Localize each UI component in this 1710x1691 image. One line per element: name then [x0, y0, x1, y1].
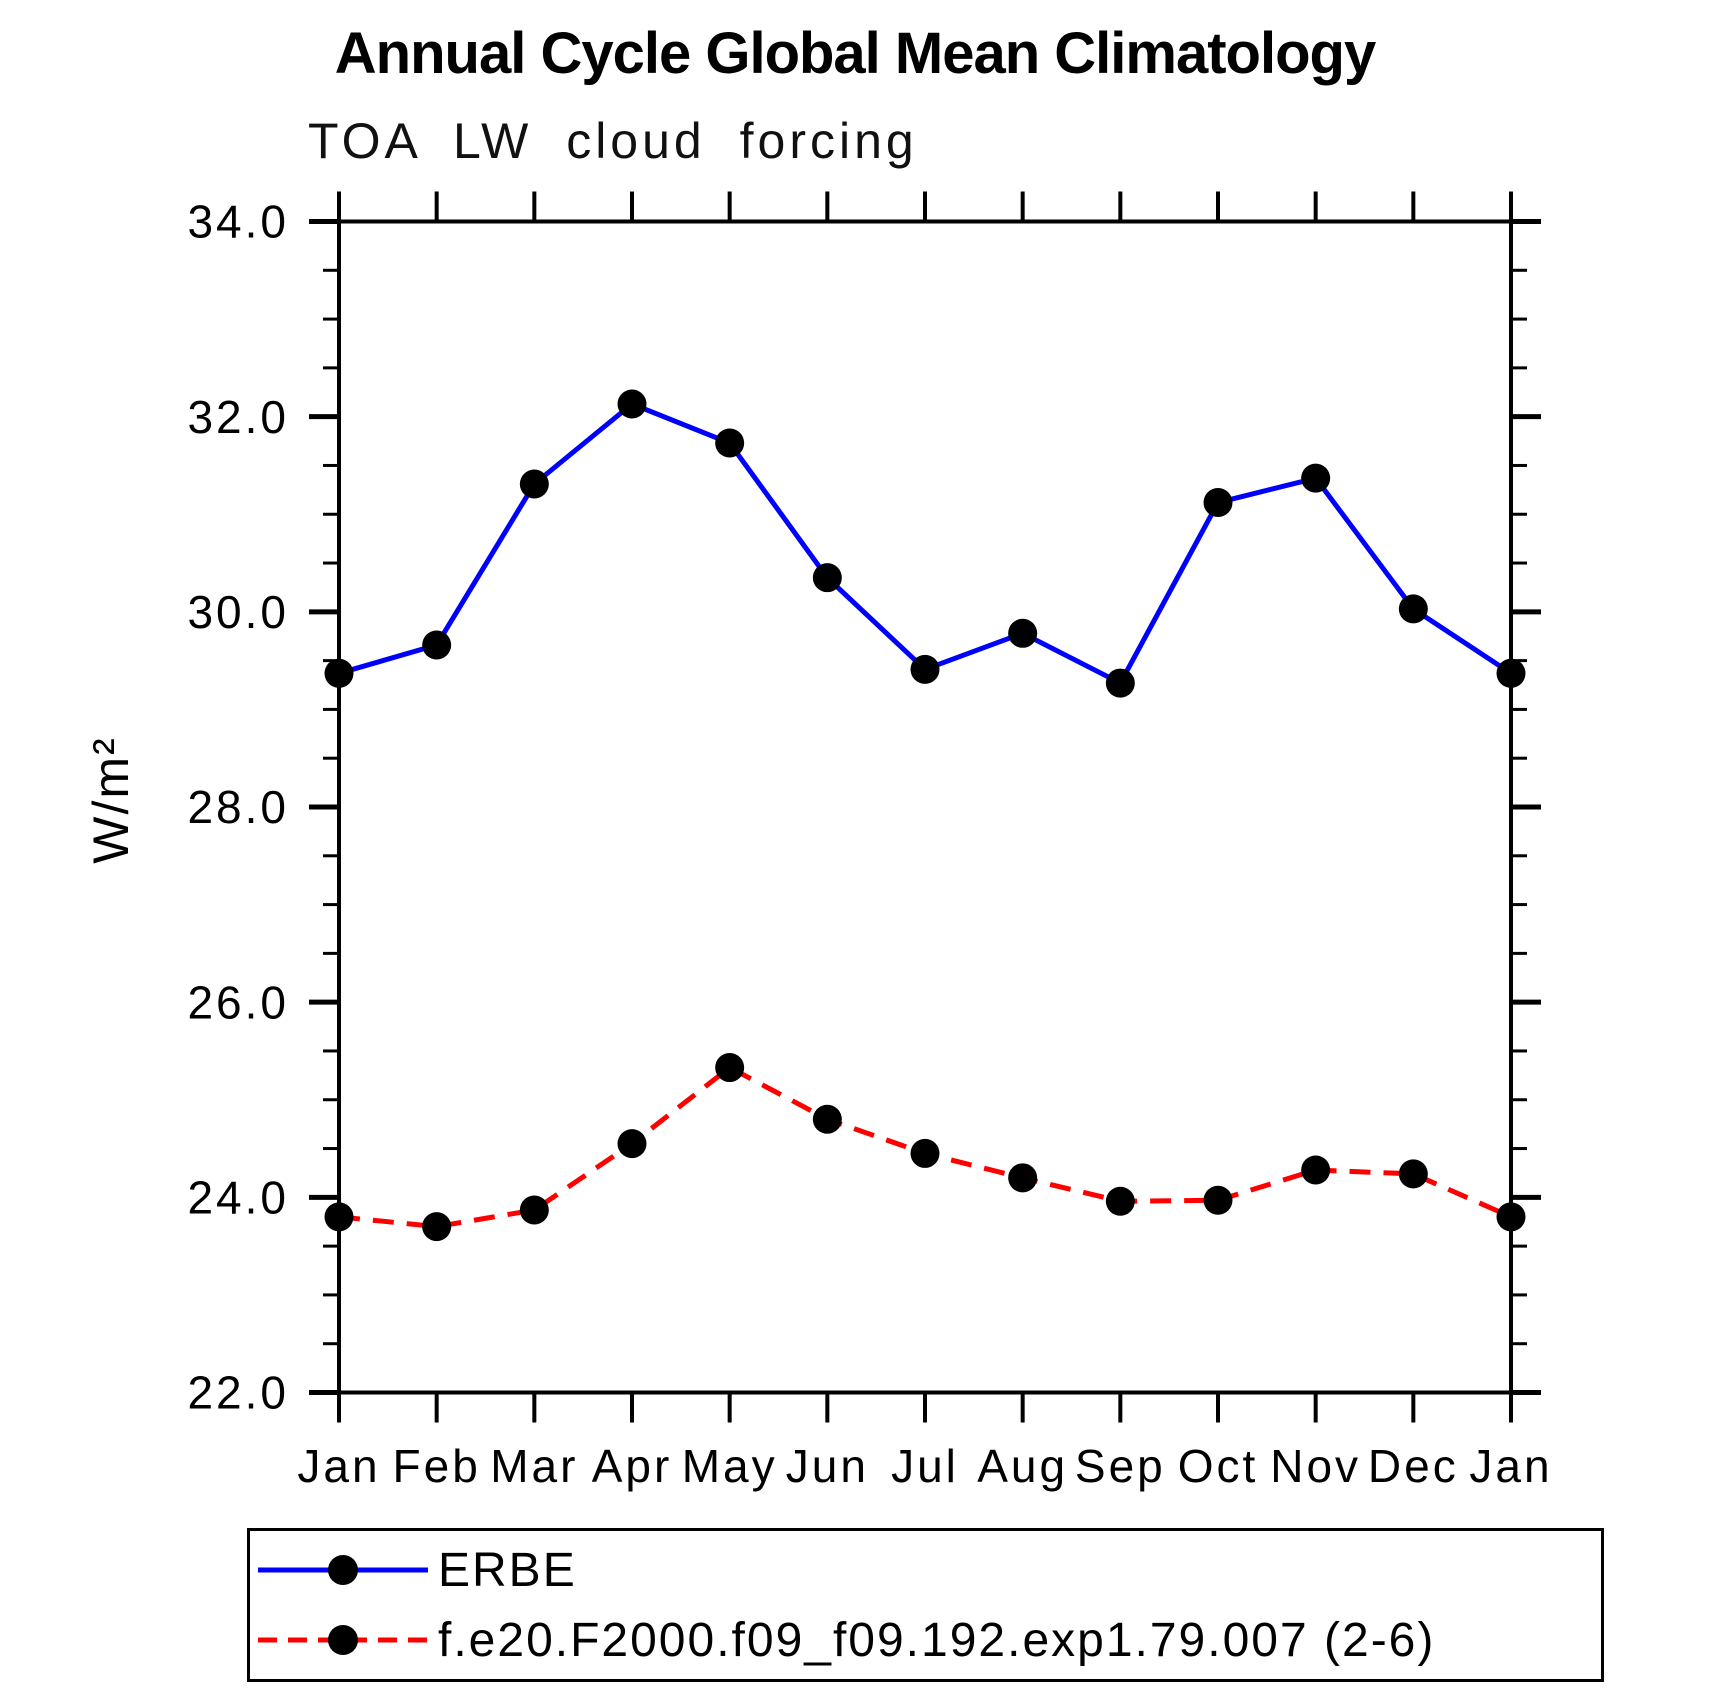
x-tick-label: Aug [977, 1440, 1068, 1492]
data-point-erbe [1203, 488, 1233, 518]
data-point-erbe [519, 469, 549, 499]
x-tick-label: Mar [490, 1440, 578, 1492]
legend: ERBE f.e20.F2000.f09_f09.192.exp1.79.007… [247, 1528, 1604, 1682]
data-point-erbe [910, 654, 940, 684]
y-tick-label: 24.0 [187, 1171, 289, 1223]
chart-title: Annual Cycle Global Mean Climatology [334, 21, 1376, 86]
data-point-model [910, 1138, 940, 1168]
y-tick-label: 32.0 [187, 391, 289, 443]
y-tick-label: 28.0 [187, 781, 289, 833]
legend-swatch-erbe [258, 1555, 428, 1585]
data-point-erbe [1008, 618, 1038, 648]
data-point-model [1398, 1159, 1428, 1189]
legend-item-model: f.e20.F2000.f09_f09.192.exp1.79.007 (2-6… [254, 1608, 1601, 1672]
legend-swatch-model [258, 1625, 428, 1655]
x-tick-label: May [682, 1440, 778, 1492]
data-point-model [715, 1053, 745, 1083]
legend-label-erbe: ERBE [438, 1543, 577, 1597]
y-axis-title: W/m² [83, 736, 139, 863]
data-point-erbe [324, 658, 354, 688]
data-point-model [1203, 1185, 1233, 1215]
legend-item-erbe: ERBE [254, 1538, 1601, 1602]
data-point-model [324, 1202, 354, 1232]
x-tick-label: Sep [1075, 1440, 1166, 1492]
data-point-erbe [1301, 463, 1331, 493]
y-tick-label: 22.0 [187, 1367, 289, 1419]
data-point-erbe [617, 389, 647, 419]
data-point-erbe [422, 630, 452, 660]
x-tick-label: Dec [1368, 1440, 1459, 1492]
x-tick-label: Jan [1469, 1440, 1552, 1492]
data-point-model [812, 1104, 842, 1134]
legend-marker-erbe [328, 1555, 358, 1585]
y-tick-label: 30.0 [187, 586, 289, 638]
data-point-erbe [1105, 668, 1135, 698]
legend-label-model: f.e20.F2000.f09_f09.192.exp1.79.007 (2-6… [438, 1613, 1436, 1667]
data-point-model [519, 1195, 549, 1225]
y-tick-label: 26.0 [187, 976, 289, 1028]
data-point-erbe [1496, 658, 1526, 688]
data-point-model [617, 1129, 647, 1159]
chart-subtitle: TOA LW cloud forcing [308, 113, 918, 169]
data-point-model [1008, 1163, 1038, 1193]
data-point-erbe [1398, 594, 1428, 624]
x-tick-label: Nov [1270, 1440, 1361, 1492]
x-tick-label: Jan [297, 1440, 380, 1492]
y-tick-label: 34.0 [187, 196, 289, 248]
data-point-erbe [715, 428, 745, 458]
data-point-model [1105, 1186, 1135, 1216]
x-tick-label: Jul [891, 1440, 959, 1492]
x-tick-label: Jun [786, 1440, 869, 1492]
data-point-model [422, 1212, 452, 1242]
series-line-erbe [338, 401, 1513, 687]
x-tick-label: Apr [592, 1440, 673, 1492]
plot-frame [337, 219, 1513, 1395]
data-point-erbe [812, 563, 842, 593]
data-point-model [1496, 1202, 1526, 1232]
x-tick-label: Feb [393, 1440, 481, 1492]
data-point-model [1301, 1155, 1331, 1185]
legend-marker-model [328, 1625, 358, 1655]
x-tick-label: Oct [1178, 1440, 1259, 1492]
